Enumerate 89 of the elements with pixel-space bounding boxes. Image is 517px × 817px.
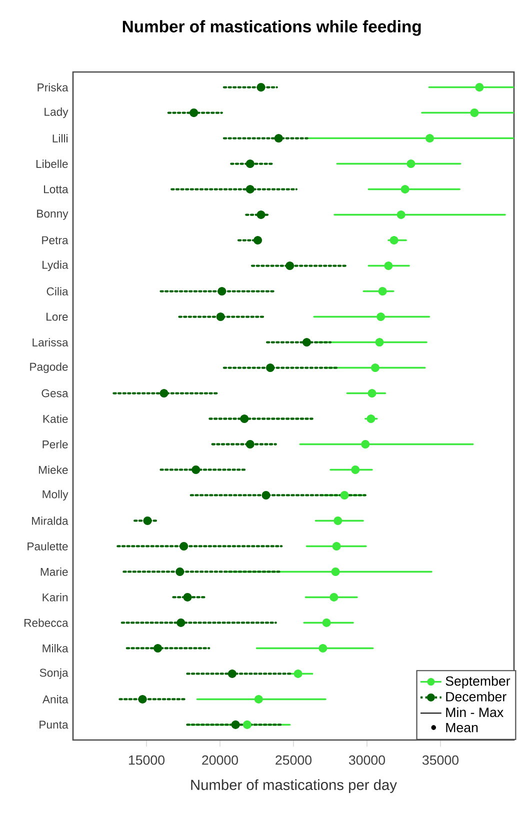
point: [318, 644, 328, 652]
y-tick-label: Mieke: [38, 466, 68, 474]
point: [340, 490, 349, 500]
point: [390, 236, 398, 245]
point: [361, 440, 370, 449]
point: [231, 720, 240, 729]
point: [256, 210, 266, 220]
y-tick-label: Libelle: [36, 160, 68, 168]
point: [138, 694, 147, 704]
point: [322, 618, 331, 627]
y-tick-label: Lady: [44, 108, 68, 118]
point: [192, 465, 200, 474]
point: [384, 262, 393, 270]
point: [378, 287, 387, 296]
y-tick-label: Karin: [42, 593, 68, 602]
point: [143, 516, 152, 526]
point: [400, 185, 410, 194]
x-tick-label: 35000: [422, 755, 459, 765]
y-tick-label: Lotta: [44, 185, 68, 194]
y-tick-label: Pagode: [30, 362, 68, 374]
point: [254, 694, 263, 704]
point: [246, 440, 254, 449]
x-tick-label: 15000: [128, 755, 165, 765]
point: [331, 567, 340, 576]
point: [375, 338, 384, 347]
point: [246, 160, 254, 168]
y-tick-label: Milka: [42, 644, 68, 652]
y-tick-label: Marie: [40, 568, 68, 576]
point: [294, 669, 302, 678]
point: [190, 108, 198, 118]
point: [176, 567, 184, 576]
x-tick-label: 25000: [276, 755, 312, 765]
point: [406, 160, 416, 168]
point: [376, 312, 386, 322]
y-tick-label: Petra: [42, 236, 68, 244]
point: [254, 236, 262, 245]
point: [274, 134, 283, 143]
y-tick-label: Rebecca: [24, 618, 68, 627]
y-tick-label: Bonny: [37, 210, 68, 220]
y-tick-label: Anita: [42, 695, 68, 704]
point: [332, 542, 341, 550]
y-tick-label: Molly: [42, 490, 68, 501]
y-tick-label: Katie: [43, 414, 68, 423]
y-tick-label: Paulette: [28, 542, 68, 550]
point: [246, 185, 254, 194]
point: [396, 210, 406, 220]
y-tick-label: Miralda: [32, 516, 68, 525]
point: [286, 262, 294, 270]
point: [228, 669, 236, 678]
point: [475, 83, 484, 92]
x-axis-title: Number of mastications per day: [191, 779, 397, 793]
point: [302, 338, 311, 347]
x-tick-label: 20000: [202, 755, 238, 765]
point: [183, 592, 192, 602]
point: [262, 490, 270, 500]
point: [240, 414, 249, 424]
point: [154, 644, 162, 652]
y-tick-label: Lydia: [42, 260, 68, 272]
y-tick-label: Priska: [38, 83, 68, 92]
point: [366, 414, 376, 424]
y-tick-label: Lilli: [52, 134, 68, 142]
chart-title: Number of mastications while feeding: [122, 20, 421, 36]
y-tick-label: Sonja: [40, 668, 68, 679]
y-tick-label: Gesa: [42, 389, 68, 398]
point: [470, 108, 479, 118]
y-tick-label: Punta: [40, 720, 68, 729]
point: [330, 592, 338, 602]
annotation: Mean: [446, 722, 478, 732]
point: [180, 542, 188, 550]
point: [425, 134, 434, 143]
point: [351, 465, 360, 474]
y-tick-label: Perle: [42, 440, 68, 448]
x-tick-label: 30000: [348, 755, 386, 765]
point: [176, 618, 186, 627]
y-tick-label: Cilia: [46, 287, 68, 296]
y-tick-label: Lore: [46, 312, 68, 321]
point: [242, 720, 252, 729]
legend-label: December: [446, 692, 506, 702]
y-tick-label: Larissa: [32, 338, 68, 346]
legend-label: September: [446, 676, 510, 688]
point: [218, 287, 226, 296]
point: [256, 83, 266, 92]
point: [266, 363, 275, 372]
point: [216, 312, 225, 322]
point: [370, 363, 380, 372]
annotation: Min - Max: [446, 707, 504, 718]
point: [160, 388, 168, 398]
point: [334, 516, 342, 526]
point: [368, 388, 376, 398]
